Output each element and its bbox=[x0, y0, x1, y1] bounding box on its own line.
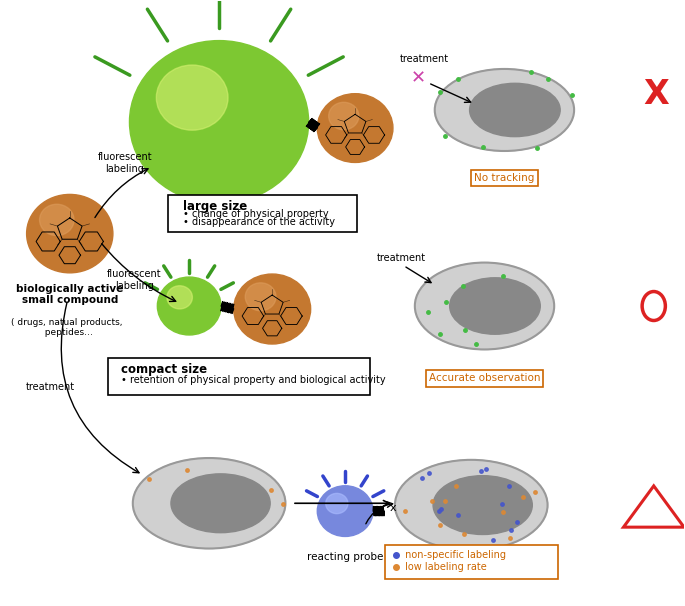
Ellipse shape bbox=[470, 83, 560, 136]
Text: • change of physical property: • change of physical property bbox=[183, 209, 328, 219]
Circle shape bbox=[317, 94, 393, 162]
FancyBboxPatch shape bbox=[168, 195, 357, 233]
Ellipse shape bbox=[171, 474, 270, 533]
Text: ( drugs, natual products,
  peptides…: ( drugs, natual products, peptides… bbox=[11, 318, 122, 338]
Text: • retention of physical property and biological activity: • retention of physical property and bio… bbox=[121, 375, 386, 385]
Text: treatment: treatment bbox=[377, 253, 426, 263]
Circle shape bbox=[167, 286, 192, 309]
Text: fluorescent
labeling: fluorescent labeling bbox=[97, 152, 152, 174]
Ellipse shape bbox=[435, 69, 574, 151]
Circle shape bbox=[129, 41, 309, 204]
Text: low labeling rate: low labeling rate bbox=[402, 562, 487, 571]
FancyBboxPatch shape bbox=[385, 545, 558, 579]
Circle shape bbox=[40, 204, 74, 236]
Circle shape bbox=[156, 65, 228, 130]
Ellipse shape bbox=[433, 476, 532, 534]
Text: • disappearance of the activity: • disappearance of the activity bbox=[183, 216, 334, 227]
Ellipse shape bbox=[395, 460, 547, 550]
Circle shape bbox=[158, 277, 221, 335]
Text: X: X bbox=[643, 78, 669, 112]
Circle shape bbox=[245, 283, 276, 311]
Text: reacting probe: reacting probe bbox=[307, 551, 384, 562]
Text: Accurate observation: Accurate observation bbox=[429, 373, 540, 384]
Text: fluorescent
labeling: fluorescent labeling bbox=[107, 269, 162, 291]
FancyBboxPatch shape bbox=[108, 358, 371, 395]
Text: non-specific labeling: non-specific labeling bbox=[402, 550, 506, 560]
Ellipse shape bbox=[449, 278, 540, 335]
Ellipse shape bbox=[133, 458, 286, 548]
Circle shape bbox=[27, 195, 113, 273]
Circle shape bbox=[317, 486, 373, 536]
Text: large size: large size bbox=[183, 200, 247, 213]
Ellipse shape bbox=[415, 262, 554, 350]
Circle shape bbox=[329, 102, 359, 130]
Circle shape bbox=[234, 274, 311, 344]
Circle shape bbox=[325, 493, 348, 514]
Text: ✕: ✕ bbox=[410, 69, 425, 87]
Text: compact size: compact size bbox=[121, 363, 207, 376]
Text: biologically active
small compound: biologically active small compound bbox=[16, 284, 123, 305]
Text: x: x bbox=[390, 503, 396, 513]
Text: treatment: treatment bbox=[25, 382, 75, 393]
Text: No tracking: No tracking bbox=[474, 173, 534, 183]
Text: treatment: treatment bbox=[400, 54, 449, 64]
